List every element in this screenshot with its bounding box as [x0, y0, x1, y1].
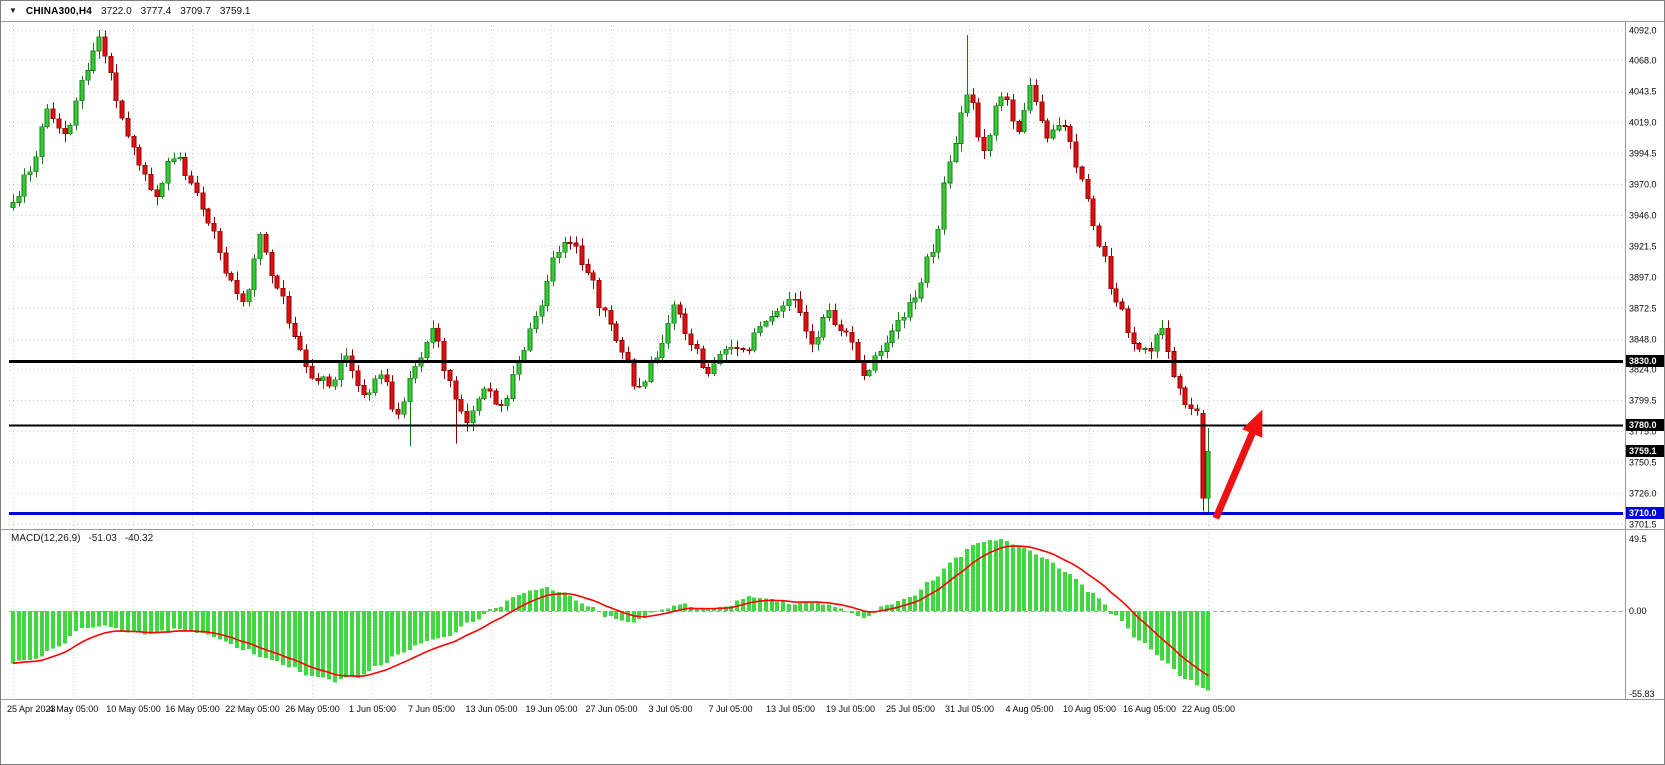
macd-main-value: -51.03	[88, 533, 117, 544]
price-axis-label: 3946.0	[1629, 211, 1657, 221]
price-axis-label: 3921.5	[1629, 242, 1657, 252]
price-axis-label: 3799.5	[1629, 396, 1657, 406]
time-axis-label: 16 Aug 05:00	[1123, 704, 1176, 714]
symbol-timeframe-label: CHINA300,H4	[25, 5, 93, 17]
macd-axis-label: 0.00	[1629, 606, 1647, 616]
time-axis-label: 4 May 05:00	[49, 704, 99, 714]
time-axis[interactable]	[1, 699, 1664, 719]
time-axis-label: 19 Jun 05:00	[525, 704, 577, 714]
time-axis-label: 22 May 05:00	[225, 704, 280, 714]
price-axis-label: 3750.5	[1629, 458, 1657, 468]
price-level-tag: 3710.0	[1626, 507, 1664, 519]
price-axis-label: 3970.0	[1629, 180, 1657, 190]
price-axis-label: 3701.5	[1629, 520, 1657, 530]
arrow-annotation-shaft[interactable]	[1212, 421, 1260, 520]
time-axis-label: 13 Jul 05:00	[766, 704, 815, 714]
time-axis-label: 10 Aug 05:00	[1063, 704, 1116, 714]
chart-title-bar: ▼ CHINA300,H4 3722.0 3777.4 3709.7 3759.…	[1, 1, 1664, 21]
price-axis-label: 4043.5	[1629, 87, 1657, 97]
time-axis-label: 16 May 05:00	[165, 704, 220, 714]
macd-signal-value: -40.32	[124, 533, 154, 544]
price-axis-label: 3726.0	[1629, 489, 1657, 499]
macd-histogram	[11, 538, 1210, 691]
price-axis-label: 4068.0	[1629, 56, 1657, 66]
open-value: 3722.0	[101, 5, 132, 17]
macd-axis-label: 49.5	[1629, 534, 1647, 544]
macd-axis-label: -55.83	[1629, 689, 1655, 699]
price-axis-label: 3897.0	[1629, 273, 1657, 283]
price-axis-label: 3872.5	[1629, 304, 1657, 314]
time-axis-label: 27 Jun 05:00	[585, 704, 637, 714]
time-axis-label: 1 Jun 05:00	[349, 704, 396, 714]
time-axis-label: 7 Jul 05:00	[708, 704, 752, 714]
high-value: 3777.4	[140, 5, 172, 17]
time-axis-label: 10 May 05:00	[106, 704, 161, 714]
macd-name: MACD(12,26,9)	[11, 533, 81, 544]
macd-indicator-label: MACD(12,26,9) -51.03 -40.32	[11, 533, 153, 544]
price-level-tag: 3830.0	[1626, 355, 1664, 367]
time-axis-label: 25 Apr 2023	[7, 704, 56, 714]
price-axis-label: 3848.0	[1629, 335, 1657, 345]
time-axis-label: 7 Jun 05:00	[408, 704, 455, 714]
price-axis-label: 4019.0	[1629, 118, 1657, 128]
chart-dropdown-icon[interactable]: ▼	[9, 6, 17, 15]
price-level-tag: 3780.0	[1626, 419, 1664, 431]
macd-axis[interactable]	[1625, 531, 1664, 699]
price-axis-label: 3775.0	[1629, 427, 1657, 437]
time-axis-label: 31 Jul 05:00	[945, 704, 994, 714]
price-axis-label: 4092.0	[1629, 26, 1657, 36]
candles	[10, 30, 1211, 514]
time-axis-label: 13 Jun 05:00	[465, 704, 517, 714]
arrow-annotation-head[interactable]	[1242, 409, 1263, 438]
price-axis-label: 3824.0	[1629, 365, 1657, 375]
price-axis-label: 3994.5	[1629, 149, 1657, 159]
low-value: 3709.7	[180, 5, 211, 17]
time-axis-label: 26 May 05:00	[285, 704, 340, 714]
current-price-tag: 3759.1	[1626, 445, 1664, 457]
close-value: 3759.1	[219, 5, 251, 17]
time-axis-label: 19 Jul 05:00	[826, 704, 875, 714]
time-axis-label: 3 Jul 05:00	[648, 704, 692, 714]
time-axis-label: 22 Aug 05:00	[1182, 704, 1235, 714]
macd-signal-line	[12, 545, 1209, 678]
time-axis-label: 25 Jul 05:00	[886, 704, 935, 714]
time-axis-label: 4 Aug 05:00	[1005, 704, 1053, 714]
